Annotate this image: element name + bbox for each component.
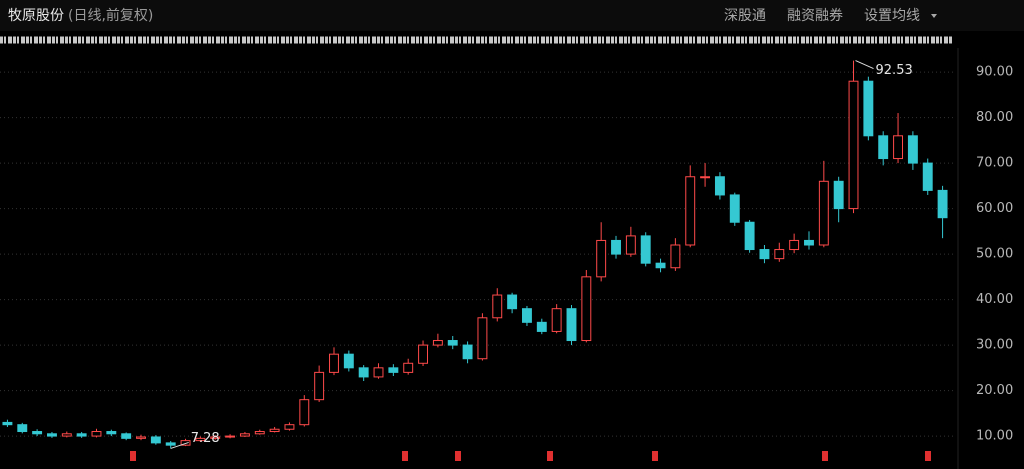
candle-body — [507, 294, 518, 310]
candle-body — [61, 433, 72, 437]
candle-body — [432, 340, 443, 346]
candle-body — [91, 431, 102, 437]
y-tick-label: 40.00 — [976, 292, 1013, 307]
stock-name: 牧原股份 — [8, 8, 64, 24]
link[interactable]: 融资融券 — [787, 8, 843, 24]
candle-body — [833, 180, 844, 210]
annotation: 7.28 — [191, 431, 220, 446]
candle-body — [314, 371, 325, 401]
candle-body — [269, 428, 280, 433]
candle-body — [522, 308, 532, 323]
candle-body — [625, 235, 636, 255]
candle-body — [907, 135, 918, 164]
candle-body — [447, 340, 458, 346]
candle-body — [640, 235, 651, 264]
candle-body — [47, 433, 57, 437]
candle-body — [729, 194, 740, 223]
y-tick-label: 20.00 — [976, 383, 1013, 398]
y-tick-label: 60.00 — [976, 201, 1013, 216]
y-tick-label: 50.00 — [976, 247, 1013, 262]
candle-body — [893, 135, 903, 160]
candle-body — [611, 239, 621, 255]
candle-body — [759, 249, 770, 260]
candle-body — [121, 433, 132, 439]
candle-body — [150, 436, 161, 444]
candle-body — [373, 367, 384, 378]
candle-body — [180, 440, 191, 446]
candle-body — [17, 424, 28, 433]
dropdown-arrow[interactable] — [931, 14, 937, 18]
candle-body — [818, 180, 829, 246]
candle-body — [789, 239, 800, 251]
candle-body — [284, 424, 295, 430]
header-bar — [0, 0, 1024, 31]
candle-body — [418, 344, 428, 364]
y-tick-label: 80.00 — [976, 110, 1013, 125]
y-tick-label: 10.00 — [976, 429, 1013, 444]
candle-body — [581, 276, 592, 342]
y-tick-label: 90.00 — [976, 65, 1013, 80]
candle-body — [937, 189, 948, 219]
candle-body — [343, 353, 354, 369]
candle-body — [136, 436, 146, 439]
candle-body — [299, 399, 310, 426]
candle-body — [878, 135, 889, 160]
candle-body — [195, 437, 206, 442]
candle-body — [403, 362, 414, 373]
candle-body — [210, 436, 221, 439]
candle-body — [329, 353, 339, 373]
candle-body — [106, 431, 117, 435]
candle-body — [700, 176, 711, 179]
candle-body — [863, 80, 874, 137]
annotation-arrow — [855, 60, 874, 70]
candle-body — [566, 308, 577, 342]
y-tick-label: 30.00 — [976, 338, 1013, 353]
candle-body — [32, 431, 43, 435]
candle-body — [670, 244, 681, 269]
candle-body — [462, 344, 473, 360]
candle-body — [254, 431, 265, 435]
candle-body — [388, 367, 399, 373]
candle-body — [536, 321, 547, 332]
candle-body — [225, 435, 236, 438]
candle-body — [685, 176, 696, 246]
candle-body — [596, 239, 607, 278]
candle-body — [714, 176, 725, 196]
candle-body — [804, 239, 814, 246]
candle-body — [774, 249, 785, 260]
candle-body — [477, 317, 488, 360]
link[interactable]: 设置均线 — [864, 8, 920, 24]
link[interactable]: 深股通 — [724, 8, 766, 24]
event-markers — [130, 451, 931, 461]
candle-body — [239, 433, 250, 437]
candle-body — [2, 421, 13, 426]
annotation: 92.53 — [876, 63, 913, 78]
annotation-arrow — [170, 441, 189, 449]
candle-body — [655, 262, 666, 269]
candle-body — [76, 433, 87, 437]
candle-body — [551, 308, 562, 332]
candle-body — [848, 80, 859, 210]
candle-body — [922, 162, 933, 191]
candle-body — [492, 294, 503, 319]
candle-body — [165, 442, 176, 446]
y-tick-label: 70.00 — [976, 156, 1013, 171]
candle-body — [744, 221, 755, 251]
candle-body — [358, 367, 369, 378]
chart-mode: (日线,前复权) — [68, 7, 153, 24]
